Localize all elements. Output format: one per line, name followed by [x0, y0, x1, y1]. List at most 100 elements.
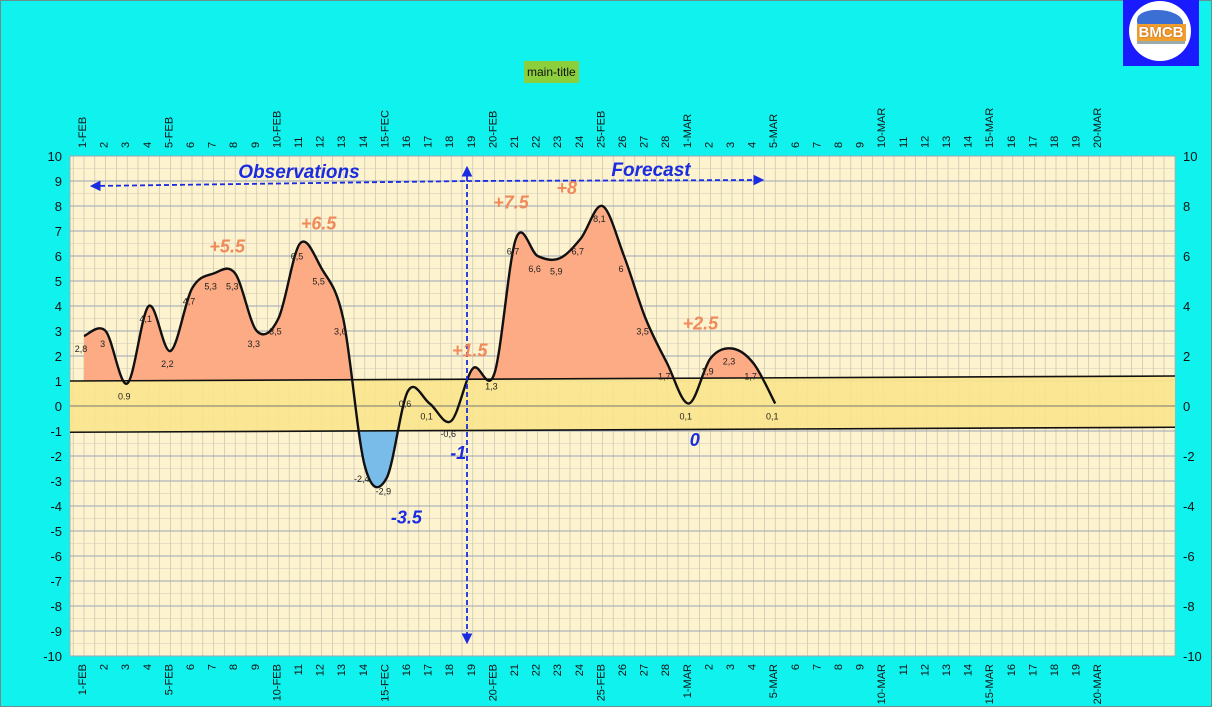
x-tick-label-bottom: 2: [99, 664, 111, 670]
x-tick-label-top: 19: [466, 136, 478, 148]
x-tick-label-bottom: 12: [919, 664, 931, 676]
x-tick-label-top: 6: [185, 142, 197, 148]
y-tick-label: 3: [55, 324, 62, 339]
x-tick-label-bottom: 17: [1027, 664, 1039, 676]
x-tick-label-bottom: 2: [703, 664, 715, 670]
data-label: 2,2: [161, 359, 174, 369]
x-tick-label-top: 4: [142, 142, 154, 148]
x-tick-label-bottom: 7: [811, 664, 823, 670]
x-tick-label-top: 26: [617, 136, 629, 148]
positive-area: [84, 205, 776, 381]
data-label: 2,8: [75, 344, 88, 354]
x-tick-label-top: 3: [725, 142, 737, 148]
chart-title: main-title: [524, 61, 579, 83]
x-tick-label-bottom: 9: [250, 664, 262, 670]
observations-arrow: [89, 180, 468, 192]
x-tick-label-top: 11: [293, 137, 305, 148]
x-tick-label-top: 22: [531, 136, 543, 148]
x-tick-label-bottom: 27: [639, 664, 651, 676]
x-tick-label-bottom: 28: [660, 664, 672, 676]
y-tick-label-right: 4: [1183, 299, 1190, 314]
neutral-band: [70, 376, 1175, 433]
x-tick-label-bottom: 14: [963, 664, 975, 676]
x-tick-label-bottom: 3: [725, 664, 737, 670]
y-tick-label: 6: [55, 249, 62, 264]
x-tick-label-bottom: 6: [185, 664, 197, 670]
x-tick-label-top: 10-FEB: [271, 111, 283, 148]
data-label: 3: [100, 339, 105, 349]
y-tick-label-right: -2: [1183, 449, 1195, 464]
data-label: 0,1: [766, 412, 779, 422]
data-label: 3,3: [248, 339, 261, 349]
x-tick-label-top: 16: [401, 136, 413, 148]
x-tick-label-top: 18: [1049, 136, 1061, 148]
y-tick-label-right: 0: [1183, 399, 1190, 414]
x-tick-label-top: 14: [358, 136, 370, 148]
trough-annotation: 0: [690, 430, 700, 450]
x-tick-label-bottom: 7: [207, 664, 219, 670]
data-label: -0,6: [440, 429, 456, 439]
observations-label: Observations: [238, 162, 359, 183]
data-label: 2,3: [723, 357, 736, 367]
data-label: 6,7: [507, 247, 520, 257]
x-tick-label-bottom: 4: [747, 664, 759, 670]
x-tick-label-top: 11: [898, 137, 910, 148]
x-tick-label-bottom: 1-FEB: [77, 664, 89, 695]
x-tick-label-top: 3: [120, 142, 132, 148]
x-tick-label-bottom: 19: [466, 664, 478, 676]
y-tick-label: 0: [55, 399, 62, 414]
x-tick-label-top: 5-FEB: [163, 117, 175, 148]
x-tick-label-bottom: 3: [120, 664, 132, 670]
x-tick-label-top: 9: [250, 142, 262, 148]
data-label: 1,7: [658, 372, 671, 382]
data-label: 6,5: [291, 252, 304, 262]
x-tick-label-bottom: 18: [1049, 664, 1061, 676]
y-tick-label: -6: [50, 549, 62, 564]
x-tick-label-top: 2: [99, 142, 111, 148]
y-tick-label: 9: [55, 174, 62, 189]
x-tick-label-top: 6: [790, 142, 802, 148]
lower-band-line: [69, 426, 1176, 434]
x-tick-label-top: 23: [552, 136, 564, 148]
x-tick-label-top: 24: [574, 136, 586, 148]
x-tick-label-top: 18: [444, 136, 456, 148]
y-tick-label: 8: [55, 199, 62, 214]
data-label: -2,4: [354, 474, 370, 484]
data-label: 0.9: [118, 392, 131, 402]
x-tick-label-top: 1-FEB: [77, 117, 89, 148]
y-tick-label-right: -6: [1183, 549, 1195, 564]
y-tick-label: 7: [55, 224, 62, 239]
x-tick-label-top: 25-FEB: [595, 111, 607, 148]
x-tick-label-bottom: 10-MAR: [876, 664, 888, 704]
logo: BMCB: [1123, 0, 1199, 66]
x-tick-label-bottom: 16: [401, 664, 413, 676]
data-label: 6,6: [528, 264, 541, 274]
x-tick-label-bottom: 11: [898, 664, 910, 675]
x-tick-label-bottom: 25-FEB: [595, 664, 607, 701]
forecast-arrow: [466, 174, 765, 186]
x-tick-label-bottom: 13: [941, 664, 953, 676]
y-tick-label: -2: [50, 449, 62, 464]
x-tick-label-bottom: 23: [552, 664, 564, 676]
y-tick-label: -9: [50, 624, 62, 639]
data-label: 6: [618, 264, 623, 274]
x-tick-label-top: 17: [423, 136, 435, 148]
x-tick-label-top: 8: [228, 142, 240, 148]
data-label: 4,7: [183, 297, 196, 307]
x-tick-label-top: 10-MAR: [876, 108, 888, 148]
y-tick-label: -10: [43, 649, 62, 664]
y-tick-label: -1: [50, 424, 62, 439]
x-tick-label-bottom: 18: [444, 664, 456, 676]
x-tick-label-bottom: 6: [790, 664, 802, 670]
x-tick-label-bottom: 20-MAR: [1092, 664, 1104, 704]
y-tick-label-right: 6: [1183, 249, 1190, 264]
x-tick-label-top: 17: [1027, 136, 1039, 148]
x-tick-label-bottom: 15-FEC: [379, 664, 391, 702]
x-tick-label-top: 13: [941, 136, 953, 148]
data-label: 5,3: [204, 282, 217, 292]
y-tick-label: -5: [50, 524, 62, 539]
y-tick-label-right: -4: [1183, 499, 1195, 514]
data-label: 5,3: [226, 282, 239, 292]
x-tick-label-top: 20-MAR: [1092, 108, 1104, 148]
y-tick-label: -7: [50, 574, 62, 589]
